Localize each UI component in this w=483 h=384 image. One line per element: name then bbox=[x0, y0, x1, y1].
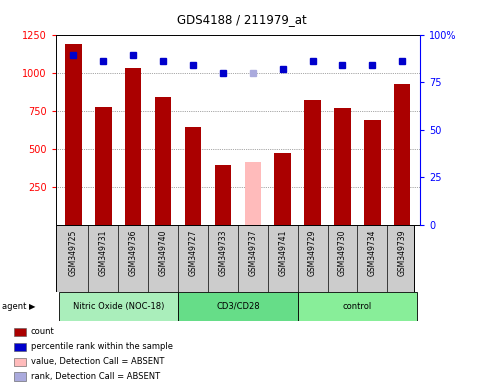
Text: GSM349734: GSM349734 bbox=[368, 229, 377, 276]
Text: agent ▶: agent ▶ bbox=[2, 302, 36, 311]
Text: GSM349733: GSM349733 bbox=[218, 229, 227, 276]
Text: value, Detection Call = ABSENT: value, Detection Call = ABSENT bbox=[30, 357, 164, 366]
Bar bbox=[14, 343, 26, 351]
Text: GSM349725: GSM349725 bbox=[69, 229, 78, 276]
Bar bbox=[304, 100, 321, 225]
Text: GSM349737: GSM349737 bbox=[248, 229, 257, 276]
Bar bbox=[95, 107, 112, 225]
Bar bbox=[14, 328, 26, 336]
Text: GSM349739: GSM349739 bbox=[398, 229, 407, 276]
Text: GSM349731: GSM349731 bbox=[99, 229, 108, 276]
Text: percentile rank within the sample: percentile rank within the sample bbox=[30, 342, 172, 351]
Bar bbox=[125, 68, 142, 225]
Text: GSM349729: GSM349729 bbox=[308, 229, 317, 276]
Bar bbox=[14, 358, 26, 366]
Text: GDS4188 / 211979_at: GDS4188 / 211979_at bbox=[177, 13, 306, 26]
Bar bbox=[58, 292, 178, 321]
Text: rank, Detection Call = ABSENT: rank, Detection Call = ABSENT bbox=[30, 372, 160, 381]
Text: CD3/CD28: CD3/CD28 bbox=[216, 302, 260, 311]
Bar bbox=[394, 84, 411, 225]
Text: GSM349736: GSM349736 bbox=[129, 229, 138, 276]
Text: GSM349740: GSM349740 bbox=[158, 229, 168, 276]
Text: control: control bbox=[343, 302, 372, 311]
Text: GSM349741: GSM349741 bbox=[278, 229, 287, 276]
Bar bbox=[178, 292, 298, 321]
Bar bbox=[274, 153, 291, 225]
Text: count: count bbox=[30, 328, 54, 336]
Bar bbox=[185, 127, 201, 225]
Bar bbox=[244, 162, 261, 225]
Bar bbox=[155, 97, 171, 225]
Bar bbox=[334, 108, 351, 225]
Text: Nitric Oxide (NOC-18): Nitric Oxide (NOC-18) bbox=[72, 302, 164, 311]
Bar bbox=[215, 166, 231, 225]
Text: GSM349730: GSM349730 bbox=[338, 229, 347, 276]
Bar bbox=[364, 120, 381, 225]
Bar bbox=[14, 372, 26, 381]
Text: GSM349727: GSM349727 bbox=[188, 229, 198, 276]
Bar bbox=[298, 292, 417, 321]
Bar bbox=[65, 45, 82, 225]
